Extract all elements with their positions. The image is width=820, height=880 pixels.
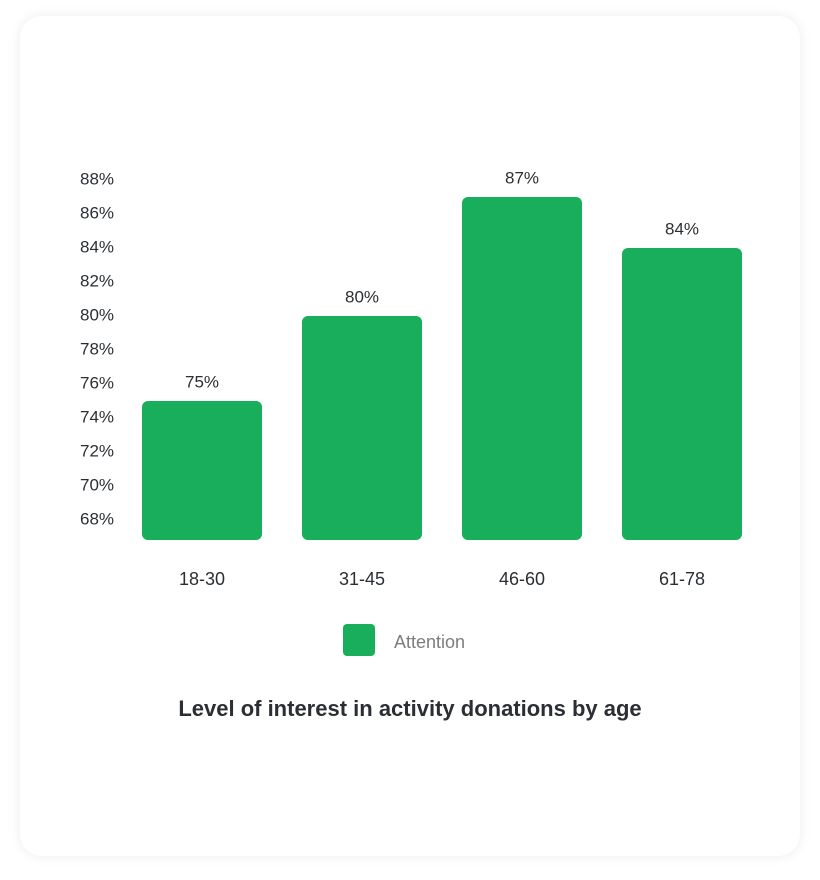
x-axis: 18-30 31-45 46-60 61-78 — [179, 569, 705, 589]
y-tick-label: 78% — [80, 339, 114, 358]
y-tick-label: 86% — [80, 203, 114, 222]
value-label-61-78: 84% — [665, 219, 699, 238]
y-tick-label: 70% — [80, 475, 114, 494]
bar-18-30 — [142, 401, 262, 540]
y-tick-label: 80% — [80, 305, 114, 324]
x-tick-label-18-30: 18-30 — [179, 569, 225, 589]
bar-31-45 — [302, 316, 422, 540]
y-tick-label: 68% — [80, 509, 114, 528]
y-tick-label: 84% — [80, 237, 114, 256]
chart-title: Level of interest in activity donations … — [178, 696, 642, 721]
x-tick-label-46-60: 46-60 — [499, 569, 545, 589]
y-tick-label: 82% — [80, 271, 114, 290]
legend-swatch-attention — [343, 624, 375, 656]
value-label-18-30: 75% — [185, 372, 219, 391]
bar-46-60 — [462, 197, 582, 540]
y-tick-label: 72% — [80, 441, 114, 460]
y-axis: 68% 70% 72% 74% 76% 78% 80% 82% 84% 86% 88% — [80, 169, 114, 528]
x-tick-label-61-78: 61-78 — [659, 569, 705, 589]
bars: 75% 80% 87% 84% — [142, 168, 742, 540]
legend-label-attention: Attention — [394, 632, 466, 652]
value-label-31-45: 80% — [345, 287, 379, 306]
value-label-46-60: 87% — [505, 168, 539, 187]
y-tick-label: 88% — [80, 169, 114, 188]
x-tick-label-31-45: 31-45 — [339, 569, 385, 589]
y-tick-label: 74% — [80, 407, 114, 426]
bar-61-78 — [622, 248, 742, 540]
y-tick-label: 76% — [80, 373, 114, 392]
